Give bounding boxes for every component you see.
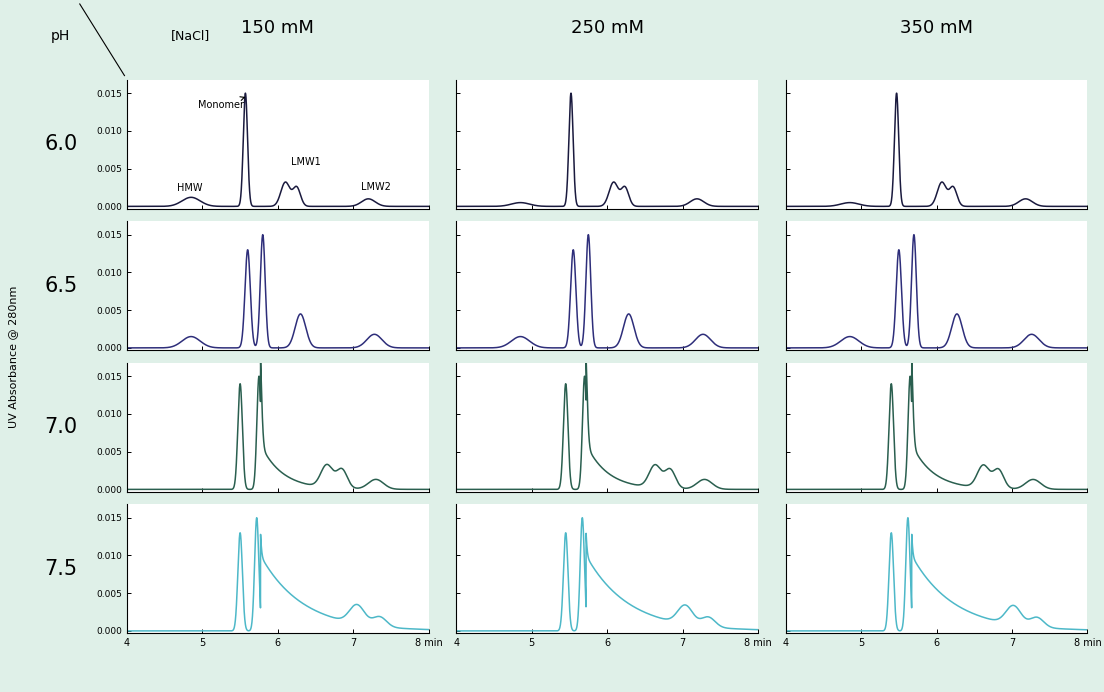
Text: 6.5: 6.5	[44, 275, 77, 295]
Text: LMW2: LMW2	[361, 182, 391, 192]
Text: 7.5: 7.5	[44, 558, 77, 579]
Text: pH: pH	[51, 29, 71, 43]
Text: 6.0: 6.0	[44, 134, 77, 154]
Text: [NaCl]: [NaCl]	[171, 29, 211, 42]
Text: 350 mM: 350 mM	[900, 19, 973, 37]
Text: UV Absorbance @ 280nm: UV Absorbance @ 280nm	[8, 285, 19, 428]
Text: 250 mM: 250 mM	[571, 19, 644, 37]
Text: HMW: HMW	[177, 183, 202, 193]
Text: LMW1: LMW1	[291, 157, 321, 167]
Text: 150 mM: 150 mM	[242, 19, 315, 37]
Text: Monomer: Monomer	[199, 97, 244, 110]
Text: 7.0: 7.0	[44, 417, 77, 437]
